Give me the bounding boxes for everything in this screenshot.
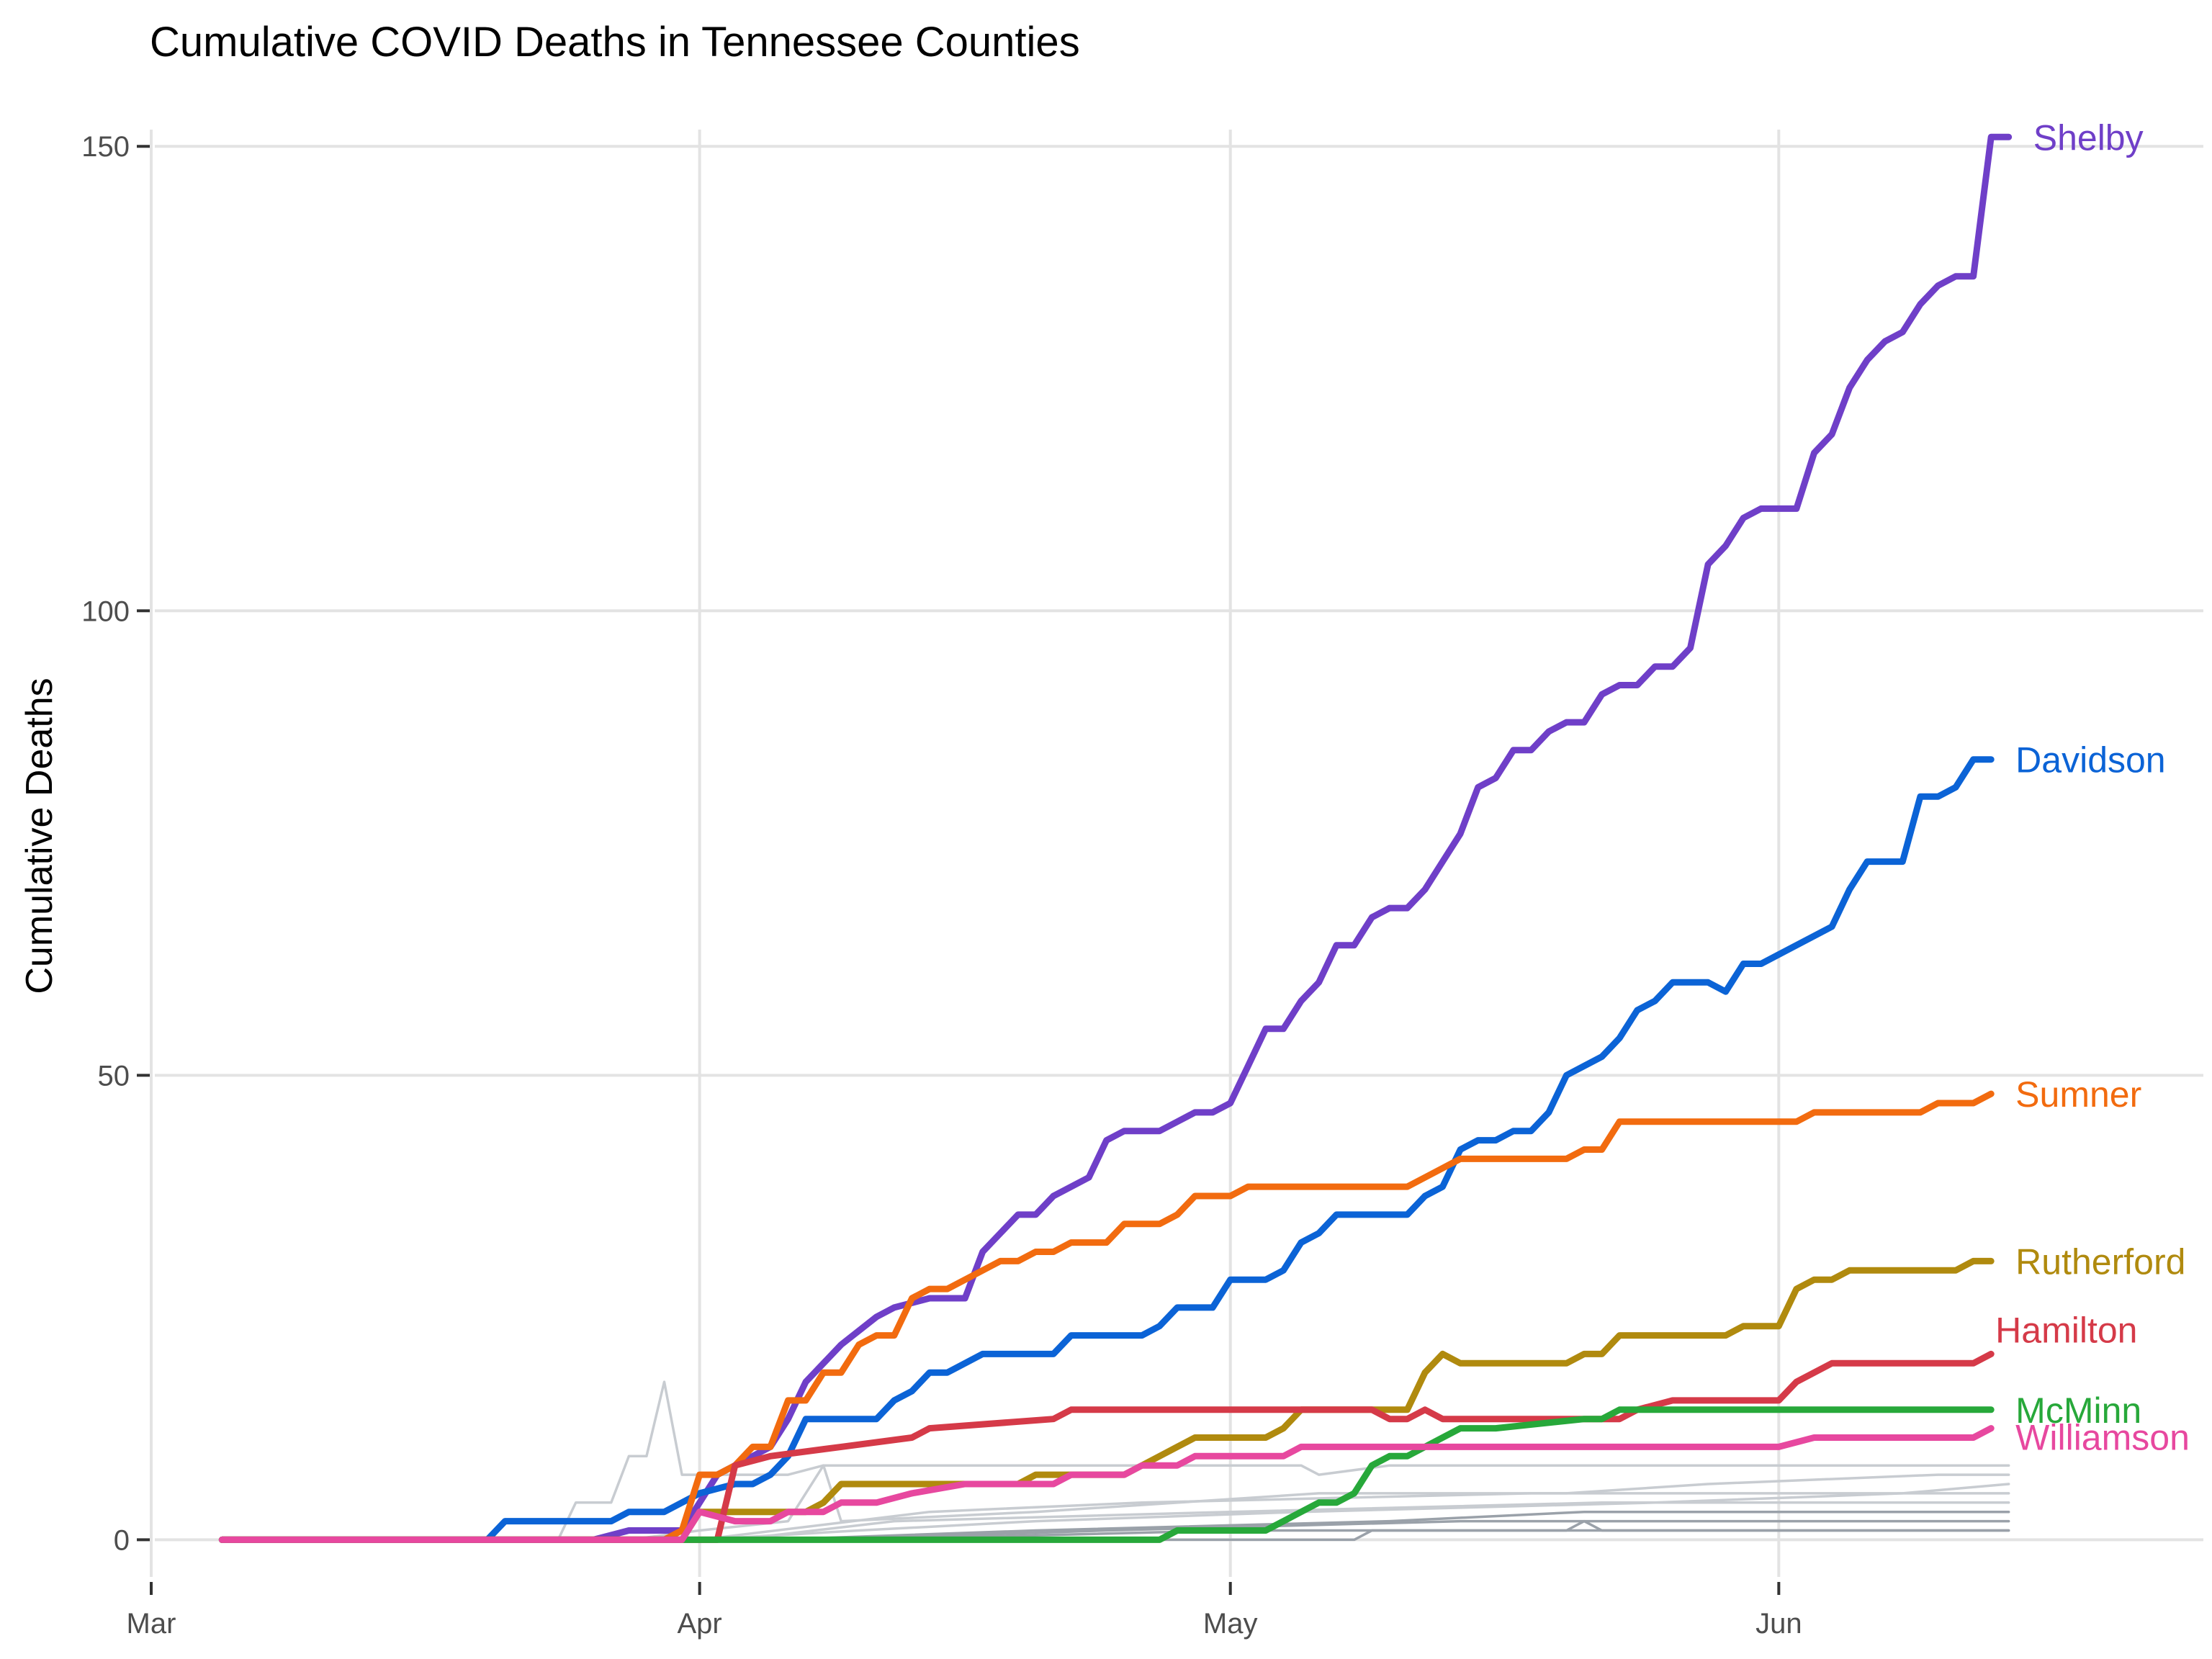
y-tick-label: 50: [98, 1060, 130, 1092]
series-line-other-county: [557, 1380, 2010, 1542]
series-line-sumner: [218, 1090, 1995, 1543]
y-tick-label: 100: [81, 595, 130, 627]
series-line-other-county: [769, 1510, 2010, 1542]
series-line-williamson: [218, 1425, 1995, 1543]
series-line-hamilton: [218, 1350, 1995, 1543]
y-tick-label: 0: [114, 1524, 130, 1556]
x-tick-label: Jun: [1755, 1608, 1802, 1640]
y-tick-label: 150: [81, 131, 130, 163]
series-label-mcminn: McMinn: [2015, 1390, 2141, 1431]
series-line-other-county: [822, 1519, 2010, 1542]
series-line-mcminn: [218, 1406, 1995, 1543]
y-axis-title: Cumulative Deaths: [19, 678, 60, 994]
series-line-other-county: [734, 1501, 2010, 1542]
series-label-hamilton: Hamilton: [1995, 1310, 2137, 1350]
series-label-shelby: Shelby: [2033, 117, 2144, 158]
x-tick-label: May: [1203, 1608, 1258, 1640]
series-label-williamson: Williamson: [2015, 1418, 2190, 1458]
series-label-rutherford: Rutherford: [2015, 1241, 2185, 1282]
axis-ticks: 0 50 100 150 Mar Apr May Jun: [81, 131, 1802, 1640]
gridlines: [150, 130, 2203, 1577]
highlighted-series: [218, 133, 2013, 1543]
x-tick-label: Apr: [678, 1608, 722, 1640]
series-labels: Shelby Davidson Sumner Rutherford Hamilton Mc…: [1995, 117, 2190, 1457]
x-tick-label: Mar: [127, 1608, 176, 1640]
series-line-other-county: [698, 1492, 2010, 1542]
series-label-sumner: Sumner: [2015, 1074, 2141, 1115]
series-line-shelby: [218, 133, 2013, 1543]
series-label-davidson: Davidson: [2015, 740, 2165, 781]
chart-title: Cumulative COVID Deaths in Tennessee Cou…: [150, 19, 1080, 66]
series-line-davidson: [218, 756, 1995, 1543]
